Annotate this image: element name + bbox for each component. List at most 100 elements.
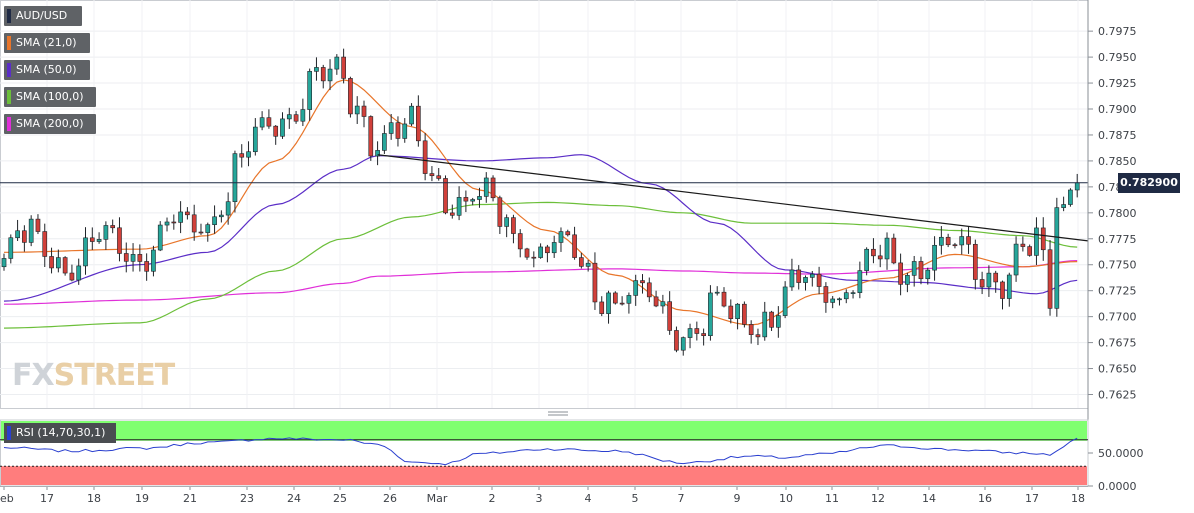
- candle-body: [443, 178, 448, 214]
- candle-body: [117, 227, 122, 254]
- candle-body: [266, 117, 272, 127]
- rsi-swatch-icon: [7, 426, 11, 440]
- candle-body: [89, 237, 95, 242]
- candle-52: [354, 96, 360, 124]
- candle-33: [225, 192, 231, 225]
- candle-139: [945, 233, 951, 248]
- candle-112: [762, 301, 768, 341]
- candle-body: [572, 234, 577, 258]
- candle-7: [49, 247, 54, 274]
- candle-body: [1047, 249, 1053, 309]
- candle-69: [470, 197, 476, 206]
- candle-101: [687, 323, 693, 349]
- candle-body: [395, 122, 401, 139]
- candle-body: [130, 254, 136, 262]
- candle-body: [925, 269, 931, 280]
- candle-body: [680, 337, 686, 351]
- candle-157: [1068, 188, 1073, 207]
- candle-59: [402, 118, 408, 143]
- legend-sma200[interactable]: SMA (200,0): [4, 114, 96, 134]
- candle-body: [579, 257, 584, 267]
- candle-body: [1061, 204, 1066, 208]
- legend-pair[interactable]: AUD/USD: [4, 6, 82, 26]
- candle-body: [585, 262, 591, 267]
- main-panel-frame: [0, 0, 1089, 409]
- candle-body: [164, 221, 170, 226]
- candle-body: [35, 218, 41, 232]
- candle-body: [789, 269, 795, 288]
- candle-body: [599, 301, 605, 314]
- candle-98: [667, 291, 672, 335]
- candle-29: [198, 223, 204, 235]
- candle-body: [239, 153, 245, 158]
- candle-41: [280, 112, 285, 139]
- candle-body: [22, 230, 27, 243]
- candle-body: [348, 78, 353, 115]
- sma50-swatch-icon: [7, 63, 11, 77]
- candle-body: [354, 105, 360, 115]
- candle-9: [62, 256, 68, 276]
- candle-30: [205, 222, 211, 242]
- candle-body: [796, 269, 802, 283]
- candle-121: [823, 282, 829, 313]
- candle-body: [409, 105, 414, 125]
- candle-136: [925, 267, 931, 285]
- candle-111: [755, 328, 761, 346]
- candle-body: [640, 280, 645, 284]
- legend-sma100[interactable]: SMA (100,0): [4, 87, 96, 107]
- candle-body: [1040, 227, 1046, 251]
- candle-body: [843, 292, 849, 300]
- candle-86: [585, 259, 591, 272]
- candle-5: [35, 214, 41, 235]
- candle-102: [694, 321, 700, 341]
- rsi-legend[interactable]: RSI (14,70,30,1): [4, 423, 116, 443]
- y-tick-label: 0.7625: [1098, 389, 1137, 402]
- candle-72: [490, 175, 496, 202]
- candle-body: [667, 301, 672, 331]
- candle-body: [300, 109, 306, 122]
- candle-118: [803, 275, 808, 291]
- candle-body: [986, 272, 992, 288]
- rsi-line: [3, 437, 1078, 466]
- candle-134: [911, 255, 917, 287]
- x-tick-label: 4: [585, 492, 592, 505]
- candle-39: [266, 109, 272, 129]
- candle-97: [660, 294, 666, 314]
- candle-body: [198, 231, 204, 234]
- candle-body: [470, 199, 476, 202]
- candle-32: [219, 210, 224, 223]
- x-tick-label: 23: [240, 492, 254, 505]
- candle-126: [857, 261, 863, 299]
- candle-62: [422, 133, 428, 181]
- candle-21: [144, 253, 149, 281]
- candle-40: [273, 125, 279, 145]
- candle-body: [972, 243, 978, 280]
- candle-16: [110, 219, 116, 234]
- candle-20: [137, 244, 143, 272]
- x-tick-label: 21: [183, 492, 197, 505]
- candle-body: [905, 275, 910, 285]
- x-tick-label: 18: [1071, 492, 1085, 505]
- candle-61: [416, 95, 421, 147]
- candle-body: [8, 237, 14, 259]
- candle-body: [626, 295, 632, 304]
- candle-body: [307, 71, 312, 110]
- candle-body: [966, 236, 971, 245]
- legend-sma21[interactable]: SMA (21,0): [4, 33, 90, 53]
- candle-body: [782, 286, 788, 316]
- candle-body: [320, 67, 326, 82]
- candle-body: [755, 334, 761, 338]
- candle-114: [776, 306, 781, 338]
- candle-141: [959, 228, 965, 255]
- legend-sma50[interactable]: SMA (50,0): [4, 60, 90, 80]
- x-tick-label: 12: [871, 492, 885, 505]
- candle-body: [191, 214, 197, 233]
- candle-145: [986, 265, 992, 297]
- candle-80: [545, 244, 550, 263]
- candle-88: [599, 296, 605, 317]
- candle-115: [782, 281, 788, 319]
- candle-body: [728, 305, 734, 319]
- candle-body: [511, 217, 516, 234]
- y-tick-label: 0.7775: [1098, 233, 1137, 246]
